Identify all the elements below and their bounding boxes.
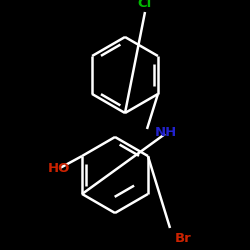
Text: HO: HO [48, 162, 70, 174]
Text: Br: Br [175, 232, 192, 245]
Text: NH: NH [155, 126, 177, 138]
Text: Cl: Cl [138, 0, 152, 10]
